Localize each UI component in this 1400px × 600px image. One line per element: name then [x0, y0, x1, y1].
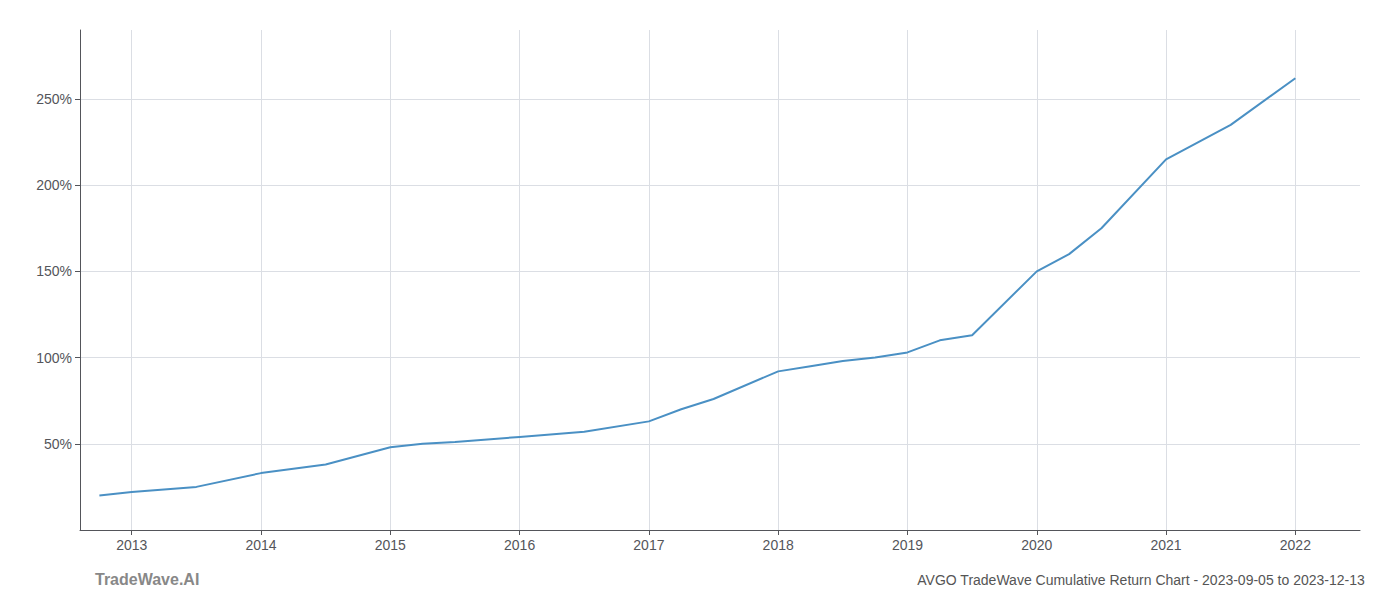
svg-text:TradeWave.AI: TradeWave.AI — [95, 571, 199, 588]
svg-text:50%: 50% — [44, 436, 72, 452]
svg-text:2015: 2015 — [375, 537, 406, 553]
svg-text:2013: 2013 — [116, 537, 147, 553]
svg-text:100%: 100% — [36, 350, 72, 366]
svg-text:2014: 2014 — [245, 537, 276, 553]
svg-text:AVGO TradeWave Cumulative Retu: AVGO TradeWave Cumulative Return Chart -… — [917, 572, 1365, 588]
svg-text:2017: 2017 — [633, 537, 664, 553]
svg-text:2020: 2020 — [1021, 537, 1052, 553]
svg-text:150%: 150% — [36, 263, 72, 279]
svg-text:2016: 2016 — [504, 537, 535, 553]
svg-text:250%: 250% — [36, 91, 72, 107]
svg-text:2019: 2019 — [892, 537, 923, 553]
svg-text:2018: 2018 — [763, 537, 794, 553]
svg-text:200%: 200% — [36, 177, 72, 193]
svg-text:2021: 2021 — [1150, 537, 1181, 553]
svg-text:2022: 2022 — [1280, 537, 1311, 553]
